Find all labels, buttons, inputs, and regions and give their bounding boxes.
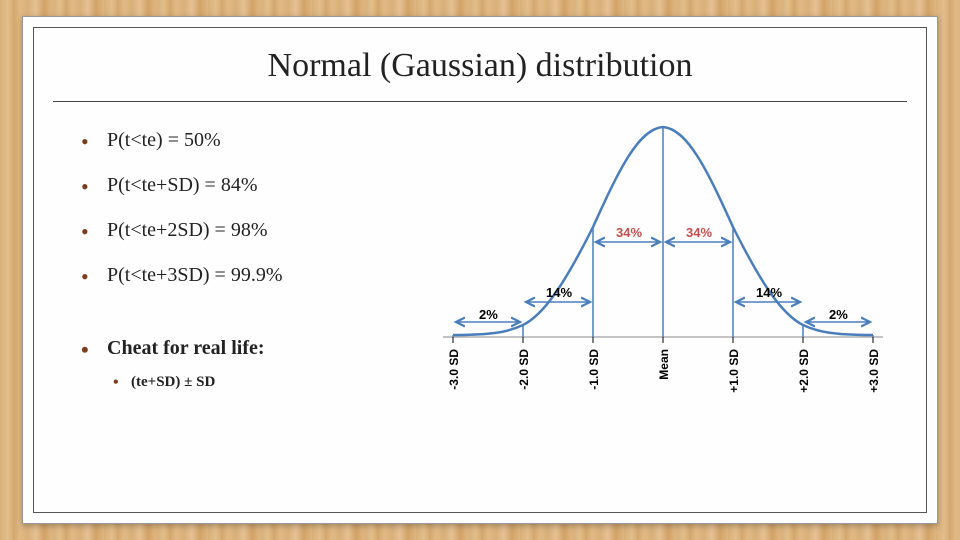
axis-label: -1.0 SD <box>587 349 601 390</box>
pct-label-tail-right: 2% <box>829 307 848 322</box>
slide-title: Normal (Gaussian) distribution <box>23 47 937 85</box>
bullet-list: P(t<te) = 50% P(t<te+SD) = 84% P(t<te+2S… <box>103 129 423 391</box>
pct-label-mid-right: 14% <box>756 285 782 300</box>
axis-label: -2.0 SD <box>517 349 531 390</box>
cheat-sub-item: (te+SD) ± SD <box>131 374 423 391</box>
pct-label-center-right: 34% <box>686 225 712 240</box>
text-column: P(t<te) = 50% P(t<te+SD) = 84% P(t<te+2S… <box>63 117 423 503</box>
axis-label: +1.0 SD <box>727 349 741 393</box>
cheat-heading-text: Cheat for real life: <box>107 337 265 359</box>
bullet-item: P(t<te+3SD) = 99.9% <box>103 264 423 287</box>
pct-label-center-left: 34% <box>616 225 642 240</box>
bullet-item: P(t<te+SD) = 84% <box>103 174 423 197</box>
axis-label: +2.0 SD <box>797 349 811 393</box>
cheat-heading: Cheat for real life: (te+SD) ± SD <box>103 337 423 391</box>
chart-column: 34% 34% 14% 14% 2% 2% -3.0 SD -2.0 SD -1… <box>423 117 907 503</box>
slide-card: Normal (Gaussian) distribution P(t<te) =… <box>22 16 938 524</box>
pct-label-mid-left: 14% <box>546 285 572 300</box>
axis-label: Mean <box>657 349 671 380</box>
axis-label: +3.0 SD <box>867 349 881 393</box>
sub-list: (te+SD) ± SD <box>131 374 423 391</box>
bullet-item: P(t<te+2SD) = 98% <box>103 219 423 242</box>
title-underline <box>53 101 907 102</box>
content-area: P(t<te) = 50% P(t<te+SD) = 84% P(t<te+2S… <box>63 117 907 503</box>
bullet-item: P(t<te) = 50% <box>103 129 423 152</box>
axis-label: -3.0 SD <box>447 349 461 390</box>
pct-label-tail-left: 2% <box>479 307 498 322</box>
